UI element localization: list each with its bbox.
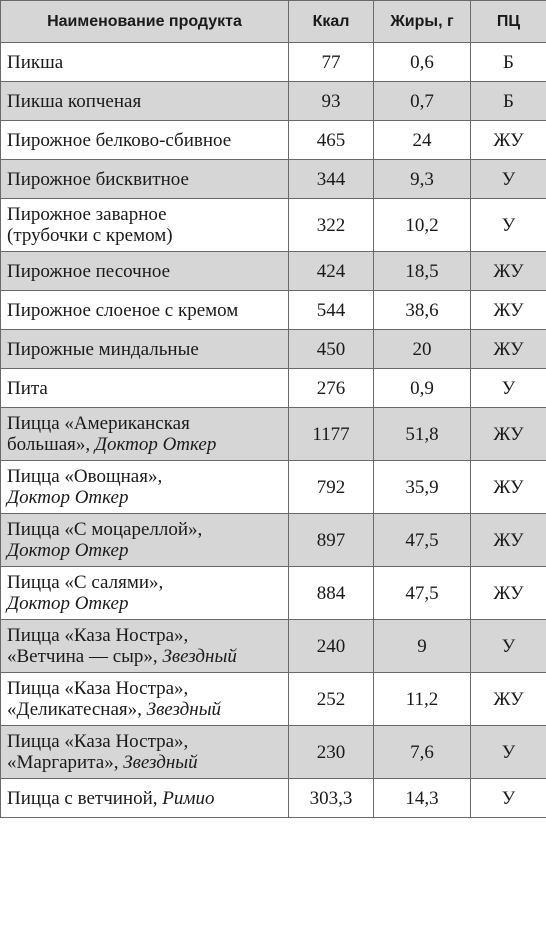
brand-name: Доктор Откер — [94, 434, 217, 455]
pc-value: У — [470, 778, 546, 818]
product-name: Пицца «Американская большая», Доктор Отке… — [0, 407, 289, 461]
product-name: Пирожное песочное — [0, 251, 289, 291]
product-name: Пирожное слоеное с кремом — [0, 290, 289, 330]
pc-value: ЖУ — [470, 120, 546, 160]
fat-value: 35,9 — [373, 460, 471, 514]
kcal-value: 77 — [288, 42, 374, 82]
pc-value: ЖУ — [470, 329, 546, 369]
brand-name: Звездный — [123, 752, 198, 773]
brand-name: Доктор Откер — [7, 487, 129, 508]
kcal-value: 544 — [288, 290, 374, 330]
fat-value: 14,3 — [373, 778, 471, 818]
brand-name: Звездный — [146, 699, 222, 720]
table-row: Пирожное песочное 424 18,5 ЖУ — [0, 251, 546, 291]
table-row: Пицца «Овощная», Доктор Откер 792 35,9 ЖУ — [0, 460, 546, 514]
fat-value: 18,5 — [373, 251, 471, 291]
header-pc: ПЦ — [470, 0, 546, 43]
fat-value: 51,8 — [373, 407, 471, 461]
pc-value: У — [470, 159, 546, 199]
table-row: Пита 276 0,9 У — [0, 368, 546, 408]
table-row: Пирожное заварное (трубочки с кремом) 322… — [0, 198, 546, 252]
brand-name: Доктор Откер — [7, 593, 129, 614]
table-row: Пирожные миндальные 450 20 ЖУ — [0, 329, 546, 369]
kcal-value: 1177 — [288, 407, 374, 461]
fat-value: 7,6 — [373, 725, 471, 779]
fat-value: 9 — [373, 619, 471, 673]
product-name: Пирожные миндальные — [0, 329, 289, 369]
nutrition-table: Наименование продукта Ккал Жиры, г ПЦ Пи… — [0, 0, 546, 818]
kcal-value: 465 — [288, 120, 374, 160]
pc-value: ЖУ — [470, 566, 546, 620]
fat-value: 10,2 — [373, 198, 471, 252]
header-kcal: Ккал — [288, 0, 374, 43]
kcal-value: 897 — [288, 513, 374, 567]
fat-value: 47,5 — [373, 513, 471, 567]
kcal-value: 240 — [288, 619, 374, 673]
fat-value: 0,6 — [373, 42, 471, 82]
product-name: Пикша копченая — [0, 81, 289, 121]
pc-value: У — [470, 725, 546, 779]
product-name: Пицца «Овощная», Доктор Откер — [0, 460, 289, 514]
fat-value: 9,3 — [373, 159, 471, 199]
header-product-name: Наименование продукта — [0, 0, 289, 43]
kcal-value: 93 — [288, 81, 374, 121]
kcal-value: 344 — [288, 159, 374, 199]
table-row: Пирожное белково-сбивное 465 24 ЖУ — [0, 120, 546, 160]
product-name: Пита — [0, 368, 289, 408]
table-row: Пицца «С моцареллой», Доктор Откер 897 47… — [0, 513, 546, 567]
fat-value: 20 — [373, 329, 471, 369]
kcal-value: 884 — [288, 566, 374, 620]
pc-value: Б — [470, 42, 546, 82]
table-row: Пицца «Каза Ностра», «Деликатесная», Звез… — [0, 672, 546, 726]
pc-value: У — [470, 368, 546, 408]
kcal-value: 230 — [288, 725, 374, 779]
fat-value: 11,2 — [373, 672, 471, 726]
brand-name: Звездный — [162, 646, 237, 667]
table-header-row: Наименование продукта Ккал Жиры, г ПЦ — [0, 0, 546, 43]
product-name: Пицца «Каза Ностра», «Деликатесная», Звез… — [0, 672, 289, 726]
fat-value: 24 — [373, 120, 471, 160]
table-row: Пицца с ветчиной, Римио 303,3 14,3 У — [0, 778, 546, 818]
table-row: Пикша 77 0,6 Б — [0, 42, 546, 82]
fat-value: 47,5 — [373, 566, 471, 620]
table-row: Пирожное бисквитное 344 9,3 У — [0, 159, 546, 199]
pc-value: У — [470, 198, 546, 252]
kcal-value: 322 — [288, 198, 374, 252]
pc-value: ЖУ — [470, 513, 546, 567]
kcal-value: 303,3 — [288, 778, 374, 818]
product-name: Пирожное бисквитное — [0, 159, 289, 199]
table-row: Пицца «Каза Ностра», «Маргарита», Звездны… — [0, 725, 546, 779]
pc-value: ЖУ — [470, 290, 546, 330]
pc-value: ЖУ — [470, 251, 546, 291]
fat-value: 0,9 — [373, 368, 471, 408]
header-fat: Жиры, г — [373, 0, 471, 43]
kcal-value: 424 — [288, 251, 374, 291]
table-row: Пикша копченая 93 0,7 Б — [0, 81, 546, 121]
fat-value: 0,7 — [373, 81, 471, 121]
table-row: Пицца «Американская большая», Доктор Отке… — [0, 407, 546, 461]
pc-value: Б — [470, 81, 546, 121]
product-name: Пицца «Каза Ностра», «Маргарита», Звездны… — [0, 725, 289, 779]
product-name: Пицца «С моцареллой», Доктор Откер — [0, 513, 289, 567]
table-row: Пицца «С салями», Доктор Откер 884 47,5 Ж… — [0, 566, 546, 620]
product-name: Пицца «Каза Ностра», «Ветчина — сыр», Зве… — [0, 619, 289, 673]
product-name: Пицца с ветчиной, Римио — [0, 778, 289, 818]
kcal-value: 792 — [288, 460, 374, 514]
table-row: Пирожное слоеное с кремом 544 38,6 ЖУ — [0, 290, 546, 330]
product-name: Пикша — [0, 42, 289, 82]
kcal-value: 276 — [288, 368, 374, 408]
kcal-value: 252 — [288, 672, 374, 726]
product-name: Пицца «С салями», Доктор Откер — [0, 566, 289, 620]
product-name: Пирожное белково-сбивное — [0, 120, 289, 160]
fat-value: 38,6 — [373, 290, 471, 330]
brand-name: Доктор Откер — [7, 540, 129, 561]
pc-value: ЖУ — [470, 407, 546, 461]
kcal-value: 450 — [288, 329, 374, 369]
table-row: Пицца «Каза Ностра», «Ветчина — сыр», Зве… — [0, 619, 546, 673]
brand-name: Римио — [162, 787, 215, 809]
pc-value: У — [470, 619, 546, 673]
product-name: Пирожное заварное (трубочки с кремом) — [0, 198, 289, 252]
pc-value: ЖУ — [470, 460, 546, 514]
pc-value: ЖУ — [470, 672, 546, 726]
